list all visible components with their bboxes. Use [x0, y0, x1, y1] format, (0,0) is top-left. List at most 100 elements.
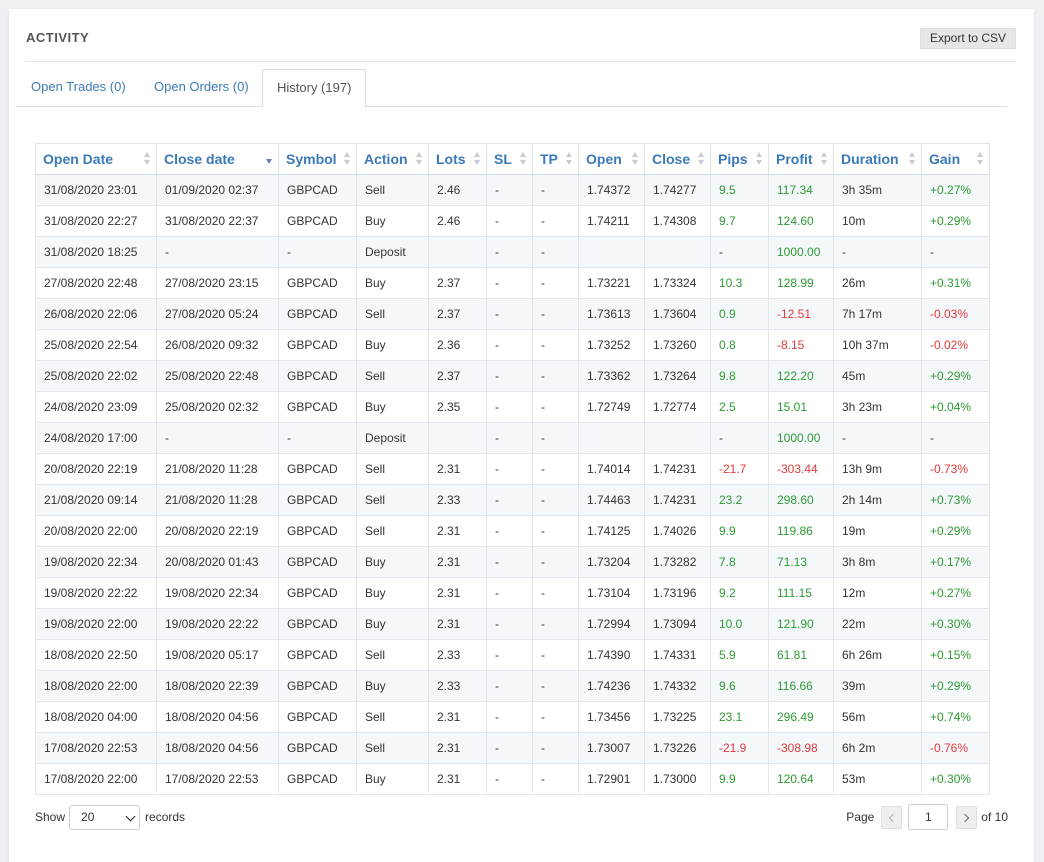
cell-tp: - [532, 298, 579, 330]
cell-symbol: GBPCAD [278, 763, 357, 795]
table-row: 27/08/2020 22:48 27/08/2020 23:15 GBPCAD Bu… [35, 267, 990, 299]
cell-action: Sell [356, 453, 429, 485]
column-header-profit[interactable]: Profit [768, 143, 834, 175]
cell-pips: 7.8 [710, 546, 769, 578]
cell-sl: - [486, 670, 533, 702]
cell-pips: - [710, 422, 769, 454]
column-header-sl[interactable]: SL [486, 143, 533, 175]
cell-open-date: 24/08/2020 23:09 [35, 391, 157, 423]
cell-profit: 116.66 [768, 670, 834, 702]
cell-open-date: 17/08/2020 22:53 [35, 732, 157, 764]
cell-open-date: 17/08/2020 22:00 [35, 763, 157, 795]
export-csv-button[interactable]: Export to CSV [919, 28, 1016, 49]
cell-close: 1.73264 [644, 360, 711, 392]
tab-history[interactable]: History (197) [262, 69, 367, 108]
cell-action: Sell [356, 298, 429, 330]
column-header-duration[interactable]: Duration [833, 143, 922, 175]
cell-open-date: 21/08/2020 09:14 [35, 484, 157, 516]
cell-open: 1.74211 [578, 205, 645, 237]
cell-lots: 2.37 [428, 360, 487, 392]
table-row: 31/08/2020 18:25- - Deposit - - -1000.00- - [35, 236, 990, 268]
cell-profit: 117.34 [768, 174, 834, 206]
column-header-tp[interactable]: TP [532, 143, 579, 175]
activity-tabs: Open Trades (0) Open Orders (0) History … [16, 69, 1007, 108]
column-header-close[interactable]: Close [644, 143, 711, 175]
cell-close-date: 01/09/2020 02:37 [156, 174, 279, 206]
cell-tp: - [532, 484, 579, 516]
cell-gain: +0.30% [921, 608, 990, 640]
cell-open: 1.72994 [578, 608, 645, 640]
cell-gain: +0.29% [921, 360, 990, 392]
cell-action: Buy [356, 391, 429, 423]
next-page-button[interactable] [956, 805, 978, 829]
table-row: 31/08/2020 22:27 31/08/2020 22:37 GBPCAD Bu… [35, 205, 990, 237]
cell-pips: 5.9 [710, 639, 769, 671]
cell-action: Buy [356, 546, 429, 578]
page-title: ACTIVITY [26, 30, 90, 45]
cell-close: 1.74231 [644, 453, 711, 485]
cell-symbol: GBPCAD [278, 577, 357, 609]
cell-duration: 6h 2m [833, 732, 922, 764]
column-header-lots[interactable]: Lots [428, 143, 487, 175]
cell-close-date: 25/08/2020 22:48 [156, 360, 279, 392]
cell-pips: 23.2 [710, 484, 769, 516]
cell-open: 1.72901 [578, 763, 645, 795]
column-header-gain[interactable]: Gain [921, 143, 990, 175]
column-header-symbol[interactable]: Symbol [278, 143, 357, 175]
cell-symbol: GBPCAD [278, 360, 357, 392]
cell-lots [428, 422, 487, 454]
cell-pips: 9.5 [710, 174, 769, 206]
cell-action: Sell [356, 484, 429, 516]
cell-open-date: 20/08/2020 22:00 [35, 515, 157, 547]
cell-open: 1.74390 [578, 639, 645, 671]
cell-sl: - [486, 174, 533, 206]
cell-gain: +0.29% [921, 205, 990, 237]
table-row: 18/08/2020 22:00 18/08/2020 22:39 GBPCAD Bu… [35, 670, 990, 702]
cell-gain: +0.30% [921, 763, 990, 795]
cell-open-date: 31/08/2020 22:27 [35, 205, 157, 237]
cell-duration: 22m [833, 608, 922, 640]
tab-open-trades[interactable]: Open Trades (0) [31, 79, 126, 94]
table-row: 20/08/2020 22:00 20/08/2020 22:19 GBPCAD Se… [35, 515, 990, 547]
cell-profit: 1000.00 [768, 236, 834, 268]
cell-lots: 2.31 [428, 577, 487, 609]
page-size-select[interactable]: 20 [69, 804, 141, 830]
table-row: 18/08/2020 22:50 19/08/2020 05:17 GBPCAD Se… [35, 639, 990, 671]
cell-tp: - [532, 391, 579, 423]
cell-open-date: 26/08/2020 22:06 [35, 298, 157, 330]
cell-pips: 23.1 [710, 701, 769, 733]
cell-action: Buy [356, 267, 429, 299]
cell-sl: - [486, 701, 533, 733]
cell-pips: -21.9 [710, 732, 769, 764]
cell-pips: 0.9 [710, 298, 769, 330]
cell-gain: +0.29% [921, 670, 990, 702]
column-header-close-date[interactable]: Close date [156, 143, 279, 175]
cell-close: 1.74331 [644, 639, 711, 671]
prev-page-button[interactable] [881, 805, 903, 829]
cell-duration: - [833, 422, 922, 454]
cell-lots: 2.33 [428, 484, 487, 516]
cell-profit: 124.60 [768, 205, 834, 237]
cell-tp: - [532, 205, 579, 237]
cell-open: 1.72749 [578, 391, 645, 423]
cell-gain: - [921, 236, 990, 268]
cell-action: Sell [356, 639, 429, 671]
cell-close: 1.74026 [644, 515, 711, 547]
column-header-action[interactable]: Action [356, 143, 429, 175]
page-number-input[interactable] [908, 804, 949, 830]
cell-lots: 2.46 [428, 174, 487, 206]
cell-open: 1.73221 [578, 267, 645, 299]
column-header-open[interactable]: Open [578, 143, 645, 175]
page-size-control: Show 20 records [35, 804, 185, 830]
panel-header: ACTIVITY Export to CSV [25, 28, 1016, 62]
column-header-open-date[interactable]: Open Date [35, 143, 157, 175]
column-header-pips[interactable]: Pips [710, 143, 769, 175]
tab-open-orders[interactable]: Open Orders (0) [154, 79, 249, 94]
cell-close-date: 19/08/2020 05:17 [156, 639, 279, 671]
cell-action: Buy [356, 205, 429, 237]
cell-gain: +0.15% [921, 639, 990, 671]
cell-open: 1.74372 [578, 174, 645, 206]
cell-open: 1.73007 [578, 732, 645, 764]
cell-open: 1.74236 [578, 670, 645, 702]
cell-profit: 71.13 [768, 546, 834, 578]
